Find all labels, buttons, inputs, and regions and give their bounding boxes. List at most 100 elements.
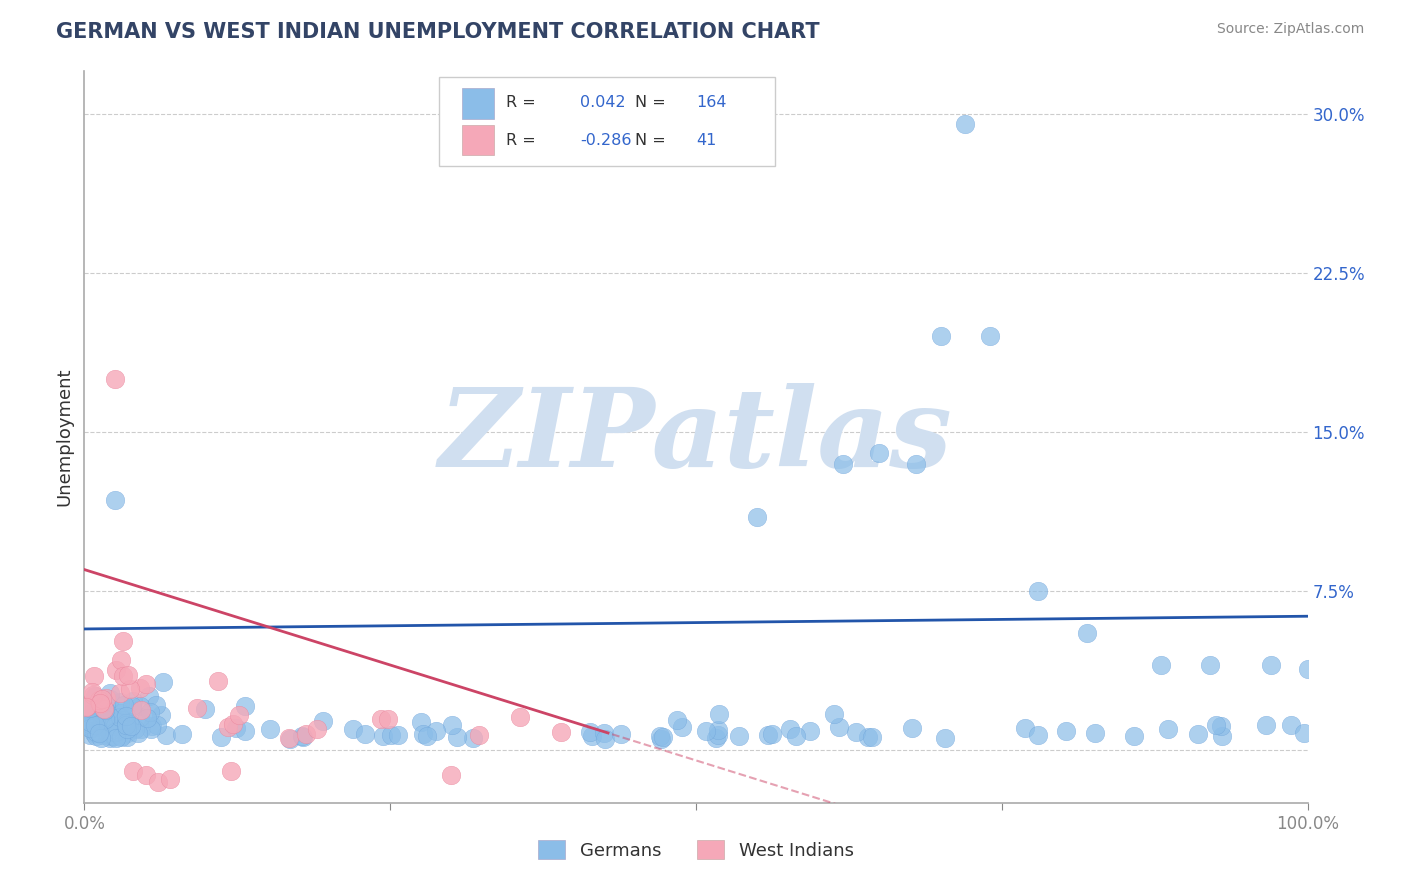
Point — [90, 728, 112, 742]
Point — [112, 713, 135, 727]
Point — [1150, 658, 1173, 673]
Point — [79, 728, 101, 742]
Point — [377, 712, 399, 726]
Point — [91, 715, 114, 730]
Point — [138, 689, 160, 703]
Point — [100, 729, 122, 743]
Point — [110, 729, 132, 743]
Point — [1076, 626, 1098, 640]
Point — [112, 720, 135, 734]
Point — [468, 728, 491, 742]
Point — [107, 714, 129, 728]
Point — [118, 715, 141, 730]
Point — [117, 668, 139, 682]
Point — [94, 712, 117, 726]
Point — [370, 712, 392, 726]
Point — [292, 730, 315, 744]
Text: R =: R = — [506, 133, 536, 148]
Point — [409, 714, 432, 729]
Point — [295, 727, 318, 741]
Point — [221, 717, 243, 731]
Point — [129, 681, 152, 695]
Point — [651, 730, 673, 744]
Point — [856, 730, 879, 744]
Point — [278, 731, 301, 745]
Point — [79, 714, 101, 729]
Text: 164: 164 — [696, 95, 727, 111]
Point — [305, 723, 328, 737]
Point — [115, 726, 138, 740]
Point — [440, 718, 463, 732]
Point — [97, 718, 120, 732]
Point — [779, 722, 801, 736]
Point — [117, 722, 139, 736]
Point — [152, 675, 174, 690]
Point — [194, 702, 217, 716]
Point — [828, 720, 851, 734]
Point — [112, 698, 135, 713]
Point — [84, 718, 107, 732]
Point — [79, 701, 101, 715]
Point — [610, 727, 633, 741]
Legend: Germans, West Indians: Germans, West Indians — [531, 833, 860, 867]
Point — [509, 710, 531, 724]
Point — [83, 690, 105, 704]
Point — [228, 708, 250, 723]
Point — [141, 719, 163, 733]
Point — [159, 772, 181, 787]
Point — [97, 720, 120, 734]
Point — [107, 723, 129, 737]
Point — [98, 710, 121, 724]
Point — [440, 768, 463, 782]
Point — [118, 723, 141, 737]
Point — [259, 722, 281, 736]
Point — [76, 698, 98, 713]
Point — [1205, 718, 1227, 732]
Point — [115, 709, 138, 723]
Point — [186, 701, 208, 715]
Point — [115, 716, 138, 731]
Point — [823, 707, 845, 722]
Text: Source: ZipAtlas.com: Source: ZipAtlas.com — [1216, 22, 1364, 37]
Point — [593, 726, 616, 740]
Point — [98, 731, 121, 745]
Point — [124, 722, 146, 736]
Point — [107, 723, 129, 738]
Text: N =: N = — [636, 95, 665, 111]
Text: R =: R = — [506, 95, 536, 111]
Point — [138, 705, 160, 719]
Point — [380, 729, 402, 743]
Point — [80, 706, 103, 720]
Point — [446, 731, 468, 745]
Point — [900, 721, 922, 735]
Point — [747, 509, 769, 524]
Point — [89, 699, 111, 714]
Point — [82, 685, 104, 699]
Point — [1260, 658, 1282, 673]
Point — [342, 722, 364, 736]
Point — [1198, 658, 1220, 673]
Point — [122, 694, 145, 708]
Point — [115, 730, 138, 744]
Point — [136, 711, 159, 725]
Point — [1054, 724, 1077, 739]
Point — [785, 729, 807, 743]
Text: -0.286: -0.286 — [579, 133, 631, 148]
Point — [103, 729, 125, 743]
Point — [139, 722, 162, 736]
Point — [1211, 719, 1233, 733]
Point — [129, 722, 152, 736]
Point — [94, 704, 117, 718]
Point — [706, 731, 728, 746]
Point — [728, 729, 751, 743]
Point — [127, 725, 149, 739]
Point — [105, 731, 128, 746]
Point — [1294, 726, 1316, 740]
Point — [80, 721, 103, 735]
Point — [131, 702, 153, 716]
Point — [108, 695, 131, 709]
Point — [104, 492, 127, 507]
Point — [650, 731, 672, 746]
Point — [87, 724, 110, 739]
Point — [291, 729, 314, 743]
